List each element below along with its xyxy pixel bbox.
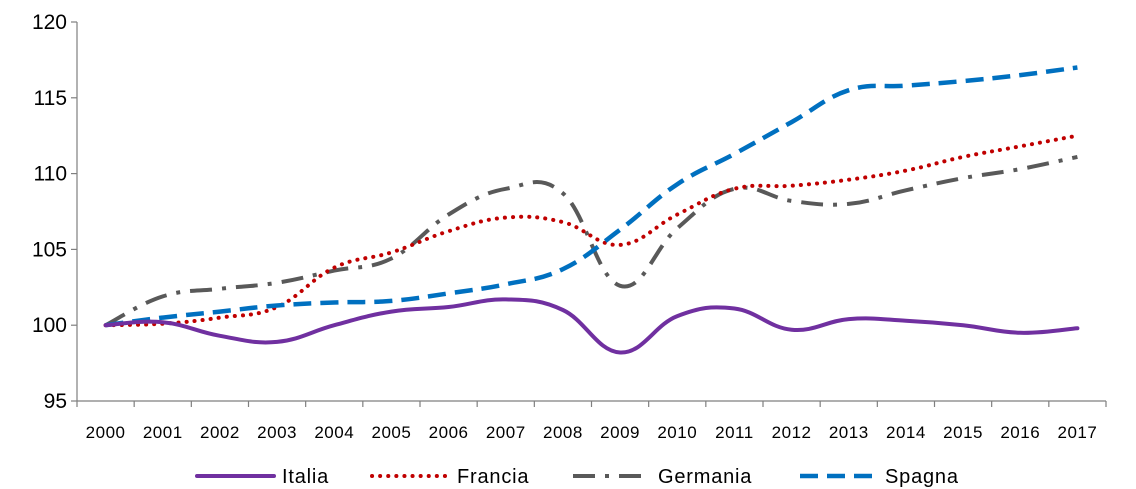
x-tick-label: 2003	[257, 423, 297, 442]
series-layer	[103, 65, 1080, 355]
y-tick-label: 105	[32, 238, 67, 261]
series-line-germania	[104, 154, 1078, 327]
legend-label-italia: Italia	[282, 466, 329, 488]
x-tick-label: 2010	[657, 423, 697, 442]
series-line-francia	[103, 133, 1080, 328]
y-tick-label: 120	[32, 11, 67, 34]
chart-axes	[76, 22, 1106, 402]
x-tick-label: 2016	[1000, 423, 1040, 442]
x-tick-label: 2002	[200, 423, 240, 442]
x-tick-label: 2012	[772, 423, 812, 442]
x-tick-label: 2004	[314, 423, 354, 442]
x-tick-label: 2008	[543, 423, 583, 442]
y-tick-label: 100	[32, 314, 67, 337]
y-tick-label: 95	[44, 390, 67, 413]
legend-label-spagna: Spagna	[885, 466, 959, 488]
x-axis-ticks: 2000 2001 2002 2003 2004 2005 2006 2007 2008 2009…	[76, 401, 1107, 442]
legend-label-francia: Francia	[457, 466, 529, 488]
x-tick-label: 2001	[143, 423, 183, 442]
x-tick-label: 2014	[886, 423, 926, 442]
x-tick-label: 2013	[829, 423, 869, 442]
x-tick-label: 2017	[1058, 423, 1098, 442]
y-tick-label: 110	[34, 163, 67, 186]
y-tick-label: 115	[34, 87, 67, 110]
x-tick-label: 2007	[486, 423, 526, 442]
x-tick-label: 2009	[600, 423, 640, 442]
y-axis-ticks: 95 100 105 110 115 120	[32, 11, 77, 413]
x-tick-label: 2011	[715, 423, 754, 442]
x-tick-label: 2005	[372, 423, 412, 442]
series-line-spagna	[105, 65, 1078, 328]
series-line-italia	[103, 297, 1080, 355]
x-tick-label: 2000	[86, 423, 126, 442]
legend-label-germania: Germania	[658, 466, 752, 488]
x-tick-label: 2015	[943, 423, 983, 442]
chart-legend: Italia Francia Germania Spagna	[195, 466, 959, 488]
x-tick-label: 2006	[429, 423, 469, 442]
